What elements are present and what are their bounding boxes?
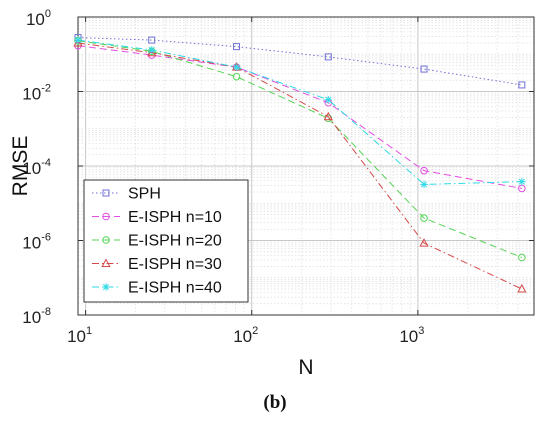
data-point	[323, 111, 333, 121]
legend-box	[83, 179, 249, 303]
legend-label: E-ISPH n=20	[128, 233, 222, 250]
figure-caption: (b)	[263, 392, 286, 413]
data-point	[420, 214, 428, 222]
data-point	[420, 180, 428, 189]
x-tick-label: 101	[67, 325, 92, 346]
y-axis-label: RMSE	[9, 136, 32, 197]
legend-marker	[102, 236, 110, 244]
data-point	[147, 46, 156, 54]
data-point	[148, 36, 156, 44]
data-point	[518, 81, 526, 89]
data-point	[233, 43, 241, 51]
legend-marker	[101, 258, 111, 267]
legend: SPH E-ISPH n=10 E-ISPH n=20 E-ISPH n=30 E-IS…	[83, 179, 249, 303]
series-line	[77, 40, 523, 258]
data-point	[518, 177, 526, 186]
legend-marker	[102, 283, 110, 291]
legend-label: SPH	[128, 186, 161, 203]
x-tick-label: 103	[399, 325, 424, 346]
star-marker-stroke	[518, 178, 525, 185]
legend-label: E-ISPH n=10	[128, 209, 222, 226]
data-point	[324, 53, 332, 61]
series-line	[77, 42, 523, 290]
legend-marker	[102, 189, 110, 197]
data-point	[324, 95, 333, 104]
series-line	[77, 37, 522, 86]
x-tick-label: 102	[233, 325, 258, 346]
legend-entry: E-ISPH n=20	[92, 233, 222, 250]
legend-entry: E-ISPH n=10	[92, 209, 222, 226]
series-5	[74, 36, 526, 189]
data-point	[232, 63, 241, 71]
data-point	[74, 36, 82, 44]
star-marker-stroke	[102, 283, 110, 291]
data-point	[420, 65, 428, 73]
legend-entry: E-ISPH n=40	[92, 280, 222, 297]
star-marker-stroke	[420, 181, 428, 188]
x-axis-label: N	[298, 356, 313, 379]
series-1	[74, 34, 526, 89]
series-layer	[73, 34, 527, 293]
data-point	[420, 166, 428, 175]
legend-entry: SPH	[92, 186, 161, 203]
legend-label: E-ISPH n=30	[128, 256, 222, 273]
y-tick-label: 10-8	[22, 306, 51, 327]
legend-label: E-ISPH n=40	[128, 280, 222, 297]
data-point	[518, 253, 526, 262]
star-marker-stroke	[325, 96, 332, 103]
star-marker-stroke	[233, 64, 240, 71]
star-marker-stroke	[74, 36, 82, 44]
series-line	[77, 39, 522, 185]
y-tick-label: 10-2	[22, 83, 51, 104]
data-point	[419, 238, 429, 247]
star-marker-stroke	[148, 46, 155, 54]
series-line	[77, 45, 522, 189]
y-tick-label: 100	[26, 8, 51, 29]
data-point	[232, 72, 241, 81]
legend-entry: E-ISPH n=30	[92, 256, 222, 273]
data-point	[517, 283, 527, 293]
y-tick-label: 10-6	[22, 232, 51, 253]
legend-marker	[102, 212, 110, 221]
